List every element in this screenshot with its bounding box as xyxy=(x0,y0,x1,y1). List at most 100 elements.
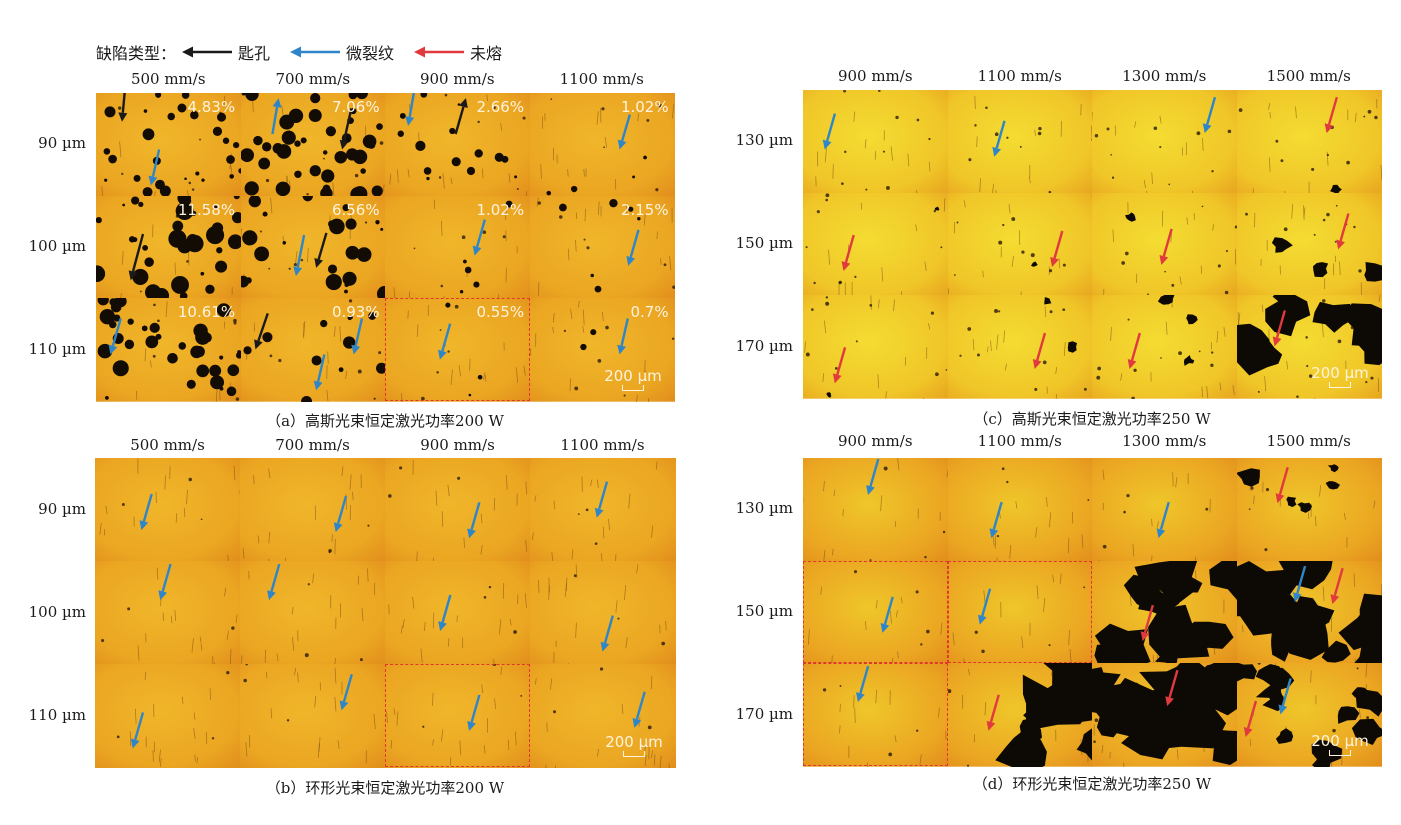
crack-arrow-icon xyxy=(1202,96,1217,134)
crack-arrow-icon xyxy=(130,712,145,749)
porosity-value: 4.83% xyxy=(187,98,236,116)
micrograph-tile xyxy=(803,192,949,296)
micrograph-image xyxy=(385,195,531,299)
legend-label-unfused: 未熔 xyxy=(470,44,503,63)
crack-arrow-icon xyxy=(625,229,640,266)
legend-item-unfused: 未熔 xyxy=(414,40,502,64)
micrograph-tile: 0.93% xyxy=(240,298,386,402)
micrograph-tile xyxy=(530,458,676,562)
micrograph-tile xyxy=(1236,458,1382,562)
micrograph-image xyxy=(529,298,675,402)
micrograph-tile xyxy=(530,664,676,768)
micrograph-image xyxy=(240,458,386,562)
porosity-value: 11.58% xyxy=(177,200,236,219)
crack-arrow-icon xyxy=(267,563,281,601)
micrograph-image xyxy=(1236,663,1382,767)
crack-arrow-icon xyxy=(617,114,631,150)
scale-bar: 200 µm xyxy=(602,367,664,392)
column-label-scan-speed: 1300 mm/s xyxy=(1122,67,1207,85)
micrograph-tile xyxy=(1236,663,1382,767)
red-arrow-icon xyxy=(414,46,465,58)
unfused-arrow-icon xyxy=(1165,670,1179,707)
micrograph-image xyxy=(1236,458,1382,562)
keyhole-arrow-icon xyxy=(313,232,328,268)
panel-caption: （c）高斯光束恒定激光功率250 W xyxy=(973,410,1211,428)
unfused-arrow-icon xyxy=(1335,212,1350,250)
micrograph-image xyxy=(1092,90,1238,194)
micrograph-image xyxy=(1236,90,1382,194)
micrograph-image xyxy=(529,93,675,197)
crack-arrow-icon xyxy=(1156,501,1170,539)
porosity-value: 2.66% xyxy=(476,98,525,116)
panel-caption: （d）环形光束恒定激光功率250 W xyxy=(972,775,1212,793)
scale-bar-label: 200 µm xyxy=(1311,364,1369,383)
micrograph-image xyxy=(95,664,241,768)
column-label-scan-speed: 900 mm/s xyxy=(420,436,495,454)
micrograph-image xyxy=(530,561,676,665)
micrograph-image xyxy=(385,298,531,402)
column-label-scan-speed: 500 mm/s xyxy=(130,70,206,88)
micrograph-tile: 2.66% xyxy=(385,93,531,197)
micrograph-tile: 0.7% xyxy=(529,298,675,402)
micrograph-tile xyxy=(1236,295,1382,399)
micrograph-tile: 1.02% xyxy=(385,195,531,299)
micrograph-image xyxy=(240,664,386,768)
micrograph-tile: 7.06% xyxy=(240,93,386,197)
micrograph-image xyxy=(803,295,949,399)
crack-arrow-icon xyxy=(405,93,416,126)
micrograph-image xyxy=(530,458,676,562)
crack-arrow-icon xyxy=(616,318,629,355)
unfused-arrow-icon xyxy=(832,347,847,384)
unfused-arrow-icon xyxy=(986,694,1000,732)
porosity-value: 1.02% xyxy=(476,200,525,219)
porosity-value: 7.06% xyxy=(331,98,380,116)
row-label-hatch-spacing: 110 µm xyxy=(28,339,86,358)
crack-arrow-icon xyxy=(991,120,1006,157)
micrograph-tile xyxy=(1092,560,1238,664)
micrograph-image xyxy=(385,458,531,562)
unfused-arrow-icon xyxy=(1330,567,1344,604)
crack-arrow-icon xyxy=(350,318,363,355)
micrograph-tile xyxy=(947,90,1093,194)
micrograph-image xyxy=(947,90,1093,194)
unfused-arrow-icon xyxy=(1275,466,1289,504)
micrograph-tile xyxy=(1092,192,1238,296)
legend-item-keyhole: 匙孔 xyxy=(182,40,270,64)
micrograph-image xyxy=(96,298,242,402)
crack-arrow-icon xyxy=(866,458,880,495)
micrograph-image xyxy=(1092,192,1238,296)
scale-bar: 200 µm xyxy=(603,733,665,757)
crack-arrow-icon xyxy=(1277,678,1292,715)
legend-label-crack: 微裂纹 xyxy=(346,44,395,63)
row-label-hatch-spacing: 170 µm xyxy=(735,704,793,723)
micrograph-image xyxy=(529,195,675,299)
micrograph-image xyxy=(96,93,242,197)
row-label-hatch-spacing: 110 µm xyxy=(28,705,86,724)
micrograph-tile xyxy=(385,458,531,562)
micrograph-tile xyxy=(803,560,949,664)
scale-bar-label: 200 µm xyxy=(1311,732,1369,751)
micrograph-tile xyxy=(240,664,386,768)
defect-legend: 缺陷类型： 匙孔 微裂纹 未熔 xyxy=(96,41,522,63)
porosity-value: 2.15% xyxy=(620,200,669,219)
unfused-arrow-icon xyxy=(1324,96,1338,134)
micrograph-image xyxy=(803,90,949,194)
row-label-hatch-spacing: 150 µm xyxy=(735,234,793,253)
crack-arrow-icon xyxy=(822,113,837,150)
row-label-hatch-spacing: 100 µm xyxy=(28,602,86,621)
porosity-value: 6.56% xyxy=(331,200,380,219)
micrograph-tile xyxy=(385,561,531,665)
crack-arrow-icon xyxy=(292,234,305,276)
micrograph-image xyxy=(385,664,531,768)
micrograph-image xyxy=(385,93,531,197)
micrograph-image xyxy=(1092,560,1238,664)
micrograph-tile xyxy=(1236,560,1382,664)
scale-bar: 200 µm xyxy=(1309,732,1371,757)
scale-bar-line xyxy=(1329,382,1351,389)
blue-arrow-icon xyxy=(290,46,341,58)
crack-arrow-icon xyxy=(148,149,161,186)
micrograph-tile xyxy=(95,664,241,768)
crack-arrow-icon xyxy=(139,493,153,531)
keyhole-arrow-icon xyxy=(454,98,468,135)
micrograph-image xyxy=(530,664,676,768)
